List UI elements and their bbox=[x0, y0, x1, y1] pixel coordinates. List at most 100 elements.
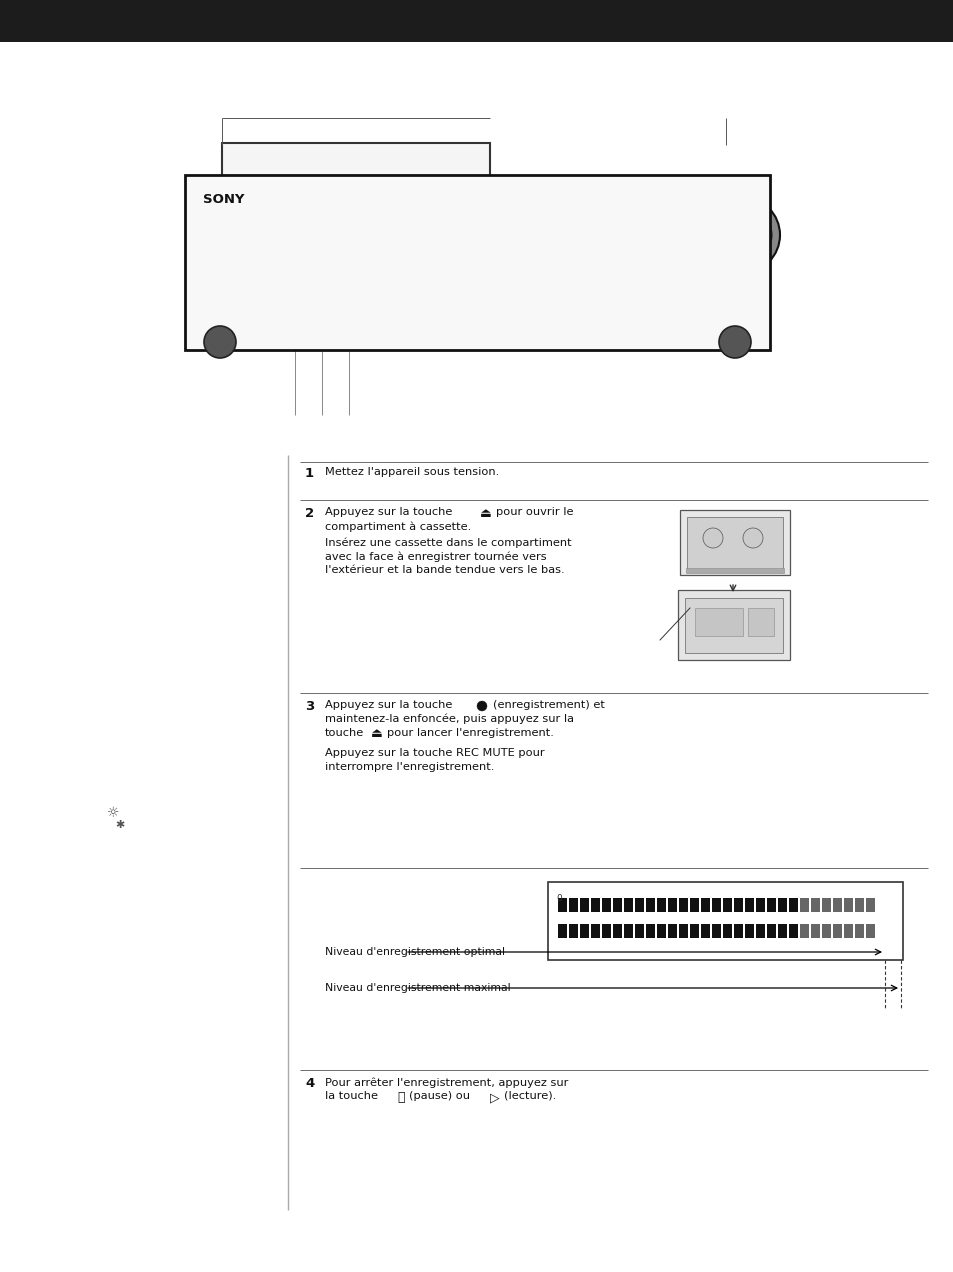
Circle shape bbox=[476, 701, 486, 711]
Circle shape bbox=[719, 326, 750, 357]
Circle shape bbox=[499, 245, 519, 265]
Bar bbox=[488, 190, 626, 326]
Circle shape bbox=[731, 204, 740, 211]
Bar bbox=[722, 898, 731, 912]
Bar bbox=[0, 0, 953, 42]
Text: Appuyez sur la touche: Appuyez sur la touche bbox=[325, 700, 452, 710]
Bar bbox=[558, 898, 566, 912]
Bar bbox=[635, 898, 643, 912]
Bar bbox=[349, 300, 371, 318]
Bar bbox=[322, 300, 344, 318]
Bar bbox=[350, 267, 388, 293]
Bar bbox=[711, 898, 720, 912]
Bar bbox=[684, 598, 782, 653]
Bar bbox=[854, 923, 863, 937]
Bar bbox=[558, 923, 566, 937]
Bar bbox=[788, 898, 797, 912]
Bar bbox=[492, 247, 622, 301]
Bar bbox=[185, 176, 769, 350]
Bar bbox=[316, 268, 351, 291]
Bar bbox=[568, 923, 578, 937]
Text: avec la face à enregistrer tournée vers: avec la face à enregistrer tournée vers bbox=[325, 551, 546, 561]
Bar bbox=[800, 923, 808, 937]
Circle shape bbox=[331, 277, 336, 282]
Bar bbox=[711, 923, 720, 937]
Circle shape bbox=[649, 251, 659, 259]
Bar bbox=[810, 898, 820, 912]
Text: Appuyez sur la touche REC MUTE pour: Appuyez sur la touche REC MUTE pour bbox=[325, 748, 544, 758]
Circle shape bbox=[693, 204, 701, 211]
Bar bbox=[635, 923, 643, 937]
Circle shape bbox=[301, 256, 309, 265]
Circle shape bbox=[742, 528, 762, 548]
Bar bbox=[679, 898, 687, 912]
Bar bbox=[778, 923, 786, 937]
Bar bbox=[744, 923, 753, 937]
Bar bbox=[766, 923, 775, 937]
Bar bbox=[755, 923, 764, 937]
Bar bbox=[623, 898, 633, 912]
Text: ⏏: ⏏ bbox=[371, 728, 382, 740]
Bar bbox=[667, 923, 677, 937]
Text: Pour arrêter l'enregistrement, appuyez sur: Pour arrêter l'enregistrement, appuyez s… bbox=[325, 1077, 568, 1088]
Bar bbox=[225, 267, 265, 296]
Bar bbox=[821, 923, 830, 937]
Bar bbox=[590, 923, 599, 937]
Bar bbox=[689, 923, 699, 937]
Circle shape bbox=[703, 197, 780, 273]
Text: ☼: ☼ bbox=[107, 806, 119, 820]
Bar bbox=[568, 898, 578, 912]
Bar bbox=[601, 923, 610, 937]
Text: (pause) ou: (pause) ou bbox=[409, 1091, 470, 1102]
Circle shape bbox=[739, 204, 744, 210]
Circle shape bbox=[686, 244, 699, 256]
Bar bbox=[679, 923, 687, 937]
Bar bbox=[810, 923, 820, 937]
Bar bbox=[314, 267, 353, 293]
Bar bbox=[686, 516, 782, 569]
Bar bbox=[843, 898, 852, 912]
Bar bbox=[548, 322, 568, 342]
Bar bbox=[479, 183, 635, 349]
Text: pour ouvrir le: pour ouvrir le bbox=[496, 508, 573, 516]
Circle shape bbox=[467, 247, 482, 263]
Bar bbox=[800, 898, 808, 912]
Circle shape bbox=[501, 257, 517, 273]
Circle shape bbox=[685, 195, 709, 219]
Bar bbox=[733, 898, 742, 912]
Bar bbox=[657, 923, 665, 937]
Bar bbox=[679, 510, 789, 575]
Text: 2: 2 bbox=[305, 508, 314, 520]
Circle shape bbox=[656, 204, 663, 211]
Bar bbox=[722, 923, 731, 937]
Bar bbox=[645, 923, 655, 937]
Circle shape bbox=[675, 232, 710, 268]
Text: 1: 1 bbox=[305, 467, 314, 480]
Bar bbox=[579, 923, 588, 937]
Bar bbox=[657, 898, 665, 912]
Bar bbox=[689, 898, 699, 912]
Bar bbox=[490, 243, 501, 298]
Text: la touche: la touche bbox=[325, 1091, 377, 1102]
Text: maintenez-la enfoncée, puis appuyez sur la: maintenez-la enfoncée, puis appuyez sur … bbox=[325, 714, 574, 725]
Bar bbox=[613, 898, 621, 912]
Text: ⏸: ⏸ bbox=[396, 1091, 404, 1104]
Bar bbox=[547, 881, 902, 960]
Bar bbox=[695, 608, 742, 636]
Bar bbox=[766, 898, 775, 912]
Bar bbox=[747, 608, 773, 636]
Bar bbox=[733, 923, 742, 937]
Bar bbox=[788, 923, 797, 937]
Text: pour lancer l'enregistrement.: pour lancer l'enregistrement. bbox=[387, 728, 554, 738]
Circle shape bbox=[711, 205, 771, 265]
Text: 4: 4 bbox=[305, 1077, 314, 1090]
Text: touche: touche bbox=[325, 728, 364, 738]
Text: Niveau d'enregistrement maximal: Niveau d'enregistrement maximal bbox=[325, 983, 510, 993]
Bar bbox=[685, 569, 783, 572]
Bar bbox=[755, 898, 764, 912]
Bar bbox=[865, 898, 874, 912]
Bar bbox=[778, 898, 786, 912]
Bar bbox=[222, 142, 490, 188]
Text: 0: 0 bbox=[556, 894, 561, 903]
Bar bbox=[623, 923, 633, 937]
